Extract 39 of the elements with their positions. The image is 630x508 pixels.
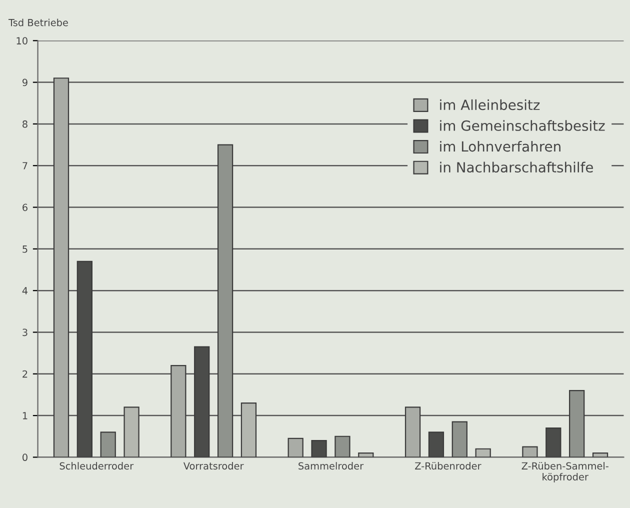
y-tick-label: 10 bbox=[16, 37, 28, 44]
y-tick-label: 6 bbox=[22, 204, 28, 212]
bar bbox=[569, 390, 585, 458]
bar bbox=[522, 446, 538, 458]
bar bbox=[288, 438, 304, 458]
bar bbox=[240, 402, 257, 458]
y-tick-label: 1 bbox=[22, 412, 28, 420]
x-tick-label: Vorratsroder bbox=[183, 462, 244, 470]
x-tick-label: Z-Rübenroder bbox=[415, 462, 482, 470]
y-tick-label: 7 bbox=[22, 162, 28, 170]
y-tick-label: 3 bbox=[22, 328, 28, 336]
legend-label: im Gemeinschaftsbesitz bbox=[440, 120, 605, 131]
bar bbox=[546, 427, 562, 458]
x-tick-label: Z-Rüben-Sammel- köpfroder bbox=[522, 462, 608, 482]
y-tick-label: 2 bbox=[22, 370, 28, 378]
bar bbox=[592, 452, 608, 458]
bar bbox=[358, 452, 374, 458]
x-tick-label: Schleuderroder bbox=[60, 462, 134, 470]
y-axis-title: Tsd Betriebe bbox=[8, 18, 68, 26]
bar bbox=[170, 365, 186, 458]
legend-label: in Nachbarschaftshilfe bbox=[440, 162, 593, 173]
bar bbox=[428, 432, 444, 458]
y-tick-label: 9 bbox=[22, 78, 28, 86]
bar bbox=[452, 421, 468, 458]
bar bbox=[53, 78, 70, 458]
bar bbox=[217, 144, 234, 458]
bar bbox=[100, 432, 116, 458]
y-tick-label: 8 bbox=[22, 120, 28, 128]
legend-label: im Alleinbesitz bbox=[440, 99, 540, 110]
bar bbox=[404, 406, 421, 458]
x-tick-label: Sammelroder bbox=[298, 462, 364, 470]
y-tick-label: 4 bbox=[22, 287, 28, 294]
y-tick-label: 0 bbox=[22, 454, 28, 462]
y-tick-label: 5 bbox=[22, 246, 28, 253]
legend-label: im Lohnverfahren bbox=[440, 140, 560, 152]
bar bbox=[475, 448, 491, 458]
bar bbox=[334, 436, 350, 458]
bar bbox=[124, 406, 140, 458]
bar bbox=[311, 440, 327, 458]
